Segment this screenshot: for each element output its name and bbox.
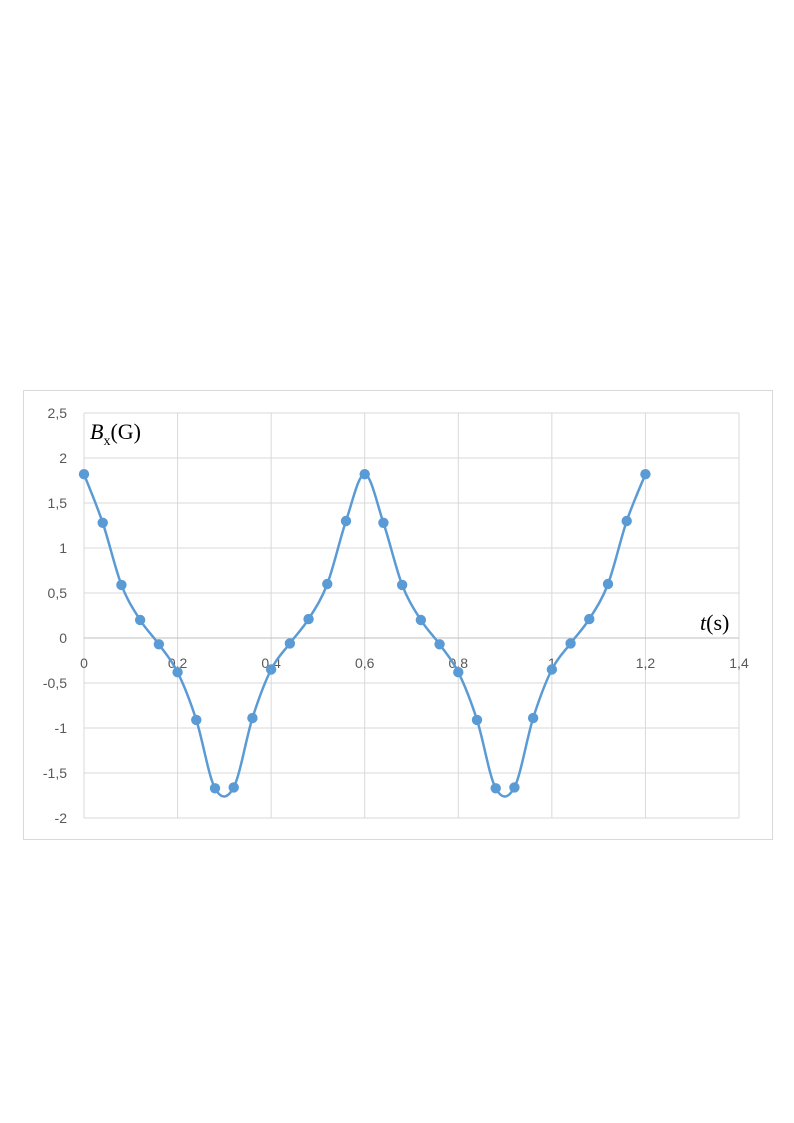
y-axis-unit: (G): [110, 419, 141, 444]
data-point: [527, 712, 539, 724]
data-point: [303, 613, 314, 625]
y-axis-title: Bx(G): [90, 419, 141, 449]
data-point: [228, 782, 239, 793]
y-tick-labels: 2,5 2 1,5 1 0,5 0 -0,5 -1 -1,5 -2: [43, 405, 67, 826]
data-point: [322, 578, 333, 590]
data-point: [565, 638, 576, 649]
data-point: [471, 714, 483, 726]
x-axis-var: t: [700, 610, 707, 635]
data-point: [340, 515, 352, 527]
x-tick-label: 0,6: [355, 655, 375, 671]
x-tick-label: 0: [80, 655, 88, 671]
data-point: [602, 578, 614, 590]
data-point: [396, 579, 408, 591]
x-tick-label: 1,2: [636, 655, 656, 671]
grid: [83, 412, 740, 819]
data-point: [584, 613, 595, 625]
data-point: [640, 469, 651, 480]
data-point: [209, 783, 221, 794]
data-point: [378, 517, 389, 528]
y-tick-label: -1: [55, 720, 68, 736]
data-point: [546, 664, 558, 675]
y-tick-label: 1: [59, 540, 67, 556]
y-tick-label: 2,5: [48, 405, 68, 421]
chart-svg: 2,521,510,50-0,5-1-1,5-2 0 0,2 0,4 0,6 0,8 1 1…: [43, 405, 749, 826]
data-point: [191, 714, 202, 726]
data-point: [153, 639, 165, 650]
y-tick-label: 0,5: [48, 585, 68, 601]
y-tick-label: 2: [59, 450, 67, 466]
data-point: [265, 664, 277, 675]
x-axis-title: t(s): [700, 610, 729, 635]
data-point: [172, 667, 183, 678]
data-point: [359, 469, 370, 480]
x-tick-label: 1: [548, 655, 556, 671]
y-tick-label: 0: [59, 630, 67, 646]
data-points: [78, 469, 651, 794]
x-tick-labels: 0 0,2 0,4 0,6 0,8 1 1,2 1,4: [80, 655, 749, 671]
data-point: [284, 638, 296, 649]
data-point: [78, 469, 90, 480]
data-point: [97, 517, 108, 528]
data-point: [434, 639, 445, 650]
data-point: [116, 579, 127, 591]
y-tick-label: -2: [55, 810, 68, 826]
data-point: [453, 667, 464, 678]
data-point: [415, 614, 427, 626]
y-axis-sub: x: [103, 434, 110, 449]
x-tick-label: 0,8: [449, 655, 469, 671]
data-point: [490, 783, 501, 794]
data-point: [134, 614, 146, 626]
chart-area: 2,5 2 1,5 1 0,5 0 -0,5 -1 -1,5 -2 0 0,2 0,4 0,6 0,8 1 1…: [23, 390, 773, 840]
data-point: [509, 782, 520, 793]
y-tick-label: 1,5: [48, 495, 68, 511]
x-tick-label: 1,4: [729, 655, 749, 671]
x-tick-label: 0,2: [168, 655, 188, 671]
y-axis-var: B: [90, 419, 103, 444]
y-tick-label: -1,5: [43, 765, 67, 781]
x-axis-unit: (s): [706, 610, 729, 635]
data-point: [621, 515, 632, 527]
data-point: [247, 712, 258, 724]
y-tick-label: -0,5: [43, 675, 67, 691]
